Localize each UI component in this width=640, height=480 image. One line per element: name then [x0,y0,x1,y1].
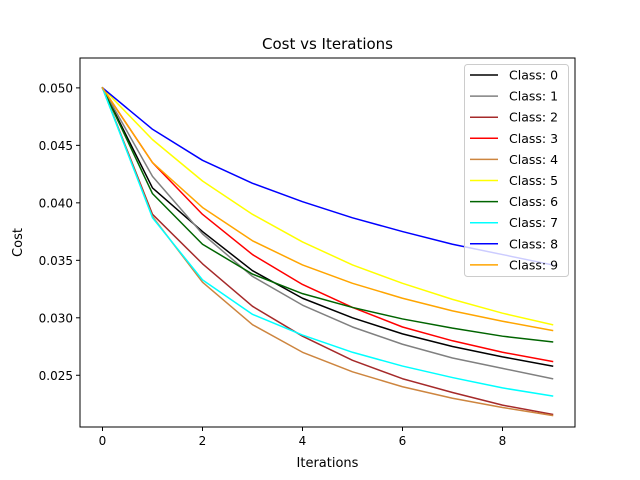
y-tick-label: 0.050 [39,81,73,95]
legend-label-class-7: Class: 7 [509,215,558,230]
series-line-class-5 [101,86,554,326]
legend-items: Class: 0 Class: 1 Class: 2 Class: 3 Class: 4… [470,68,558,272]
series-line-class-7 [101,86,554,397]
legend-label-class-1: Class: 1 [509,89,558,104]
series-line-class-0 [101,86,554,367]
plot-frame [79,57,576,428]
y-tick-label: 0.040 [39,196,73,210]
legend-label-class-3: Class: 3 [509,131,558,146]
legend-label-class-4: Class: 4 [509,152,558,167]
y-tick-label: 0.035 [39,254,73,268]
legend-label-class-2: Class: 2 [509,110,558,125]
legend-label-class-5: Class: 5 [509,173,558,188]
x-axis-ticks: 0 2 4 6 8 [99,427,507,448]
y-tick-label: 0.045 [39,139,73,153]
series-line-class-1 [101,86,554,380]
legend: Class: 0 Class: 1 Class: 2 Class: 3 Class: 4… [464,64,569,277]
series-line-class-9 [101,86,554,332]
x-tick-label: 8 [499,434,507,448]
legend-label-class-0: Class: 0 [509,68,558,83]
y-tick-label: 0.030 [39,311,73,325]
legend-label-class-8: Class: 8 [509,236,558,251]
x-axis-label: Iterations [297,456,359,471]
y-tick-label: 0.025 [39,369,73,383]
series-line-class-3 [101,86,554,363]
y-axis-label: Cost [11,228,26,257]
chart-title: Cost vs Iterations [262,35,393,53]
legend-label-class-9: Class: 9 [509,257,558,272]
series-line-class-6 [101,86,554,343]
x-tick-label: 2 [199,434,207,448]
x-tick-label: 6 [399,434,407,448]
x-tick-label: 0 [99,434,107,448]
x-tick-label: 4 [299,434,307,448]
plot-lines [101,86,554,417]
legend-label-class-6: Class: 6 [509,194,558,209]
y-axis-ticks: 0.025 0.030 0.035 0.040 0.045 0.050 [39,81,80,383]
series-line-class-2 [101,86,554,416]
